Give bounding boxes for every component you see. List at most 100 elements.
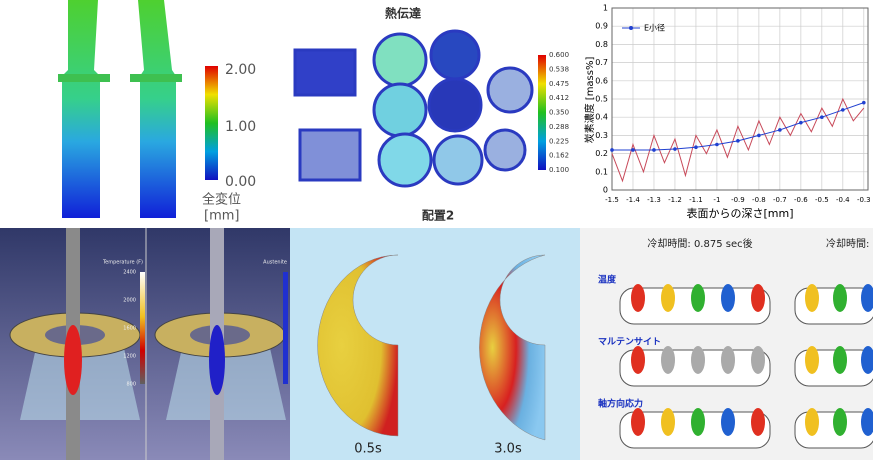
section xyxy=(833,284,847,312)
x-tick-label: -0.7 xyxy=(773,196,787,204)
scale-label: 0.100 xyxy=(549,166,569,174)
section xyxy=(631,408,645,436)
scale-label: 800 xyxy=(126,382,136,388)
shaft xyxy=(62,0,100,218)
section xyxy=(661,284,675,312)
y-tick-label: 1 xyxy=(603,4,608,13)
x-tick-label: -1 xyxy=(713,196,720,204)
scale-label: 0.412 xyxy=(549,94,569,102)
scale-label: 0.288 xyxy=(549,123,569,131)
x-axis-label: 表面からの深さ[mm] xyxy=(686,206,793,220)
flange xyxy=(58,74,110,82)
scale-label: 2.00 xyxy=(225,62,256,78)
scale-label: 0.225 xyxy=(549,137,569,145)
section xyxy=(631,284,645,312)
y-tick-label: 0.4 xyxy=(595,113,608,122)
section xyxy=(691,346,705,374)
section xyxy=(861,408,873,436)
section xyxy=(691,408,705,436)
section xyxy=(721,284,735,312)
scale-label: 0.538 xyxy=(549,65,569,73)
section xyxy=(661,346,675,374)
panel xyxy=(580,0,873,228)
section xyxy=(833,408,847,436)
y-tick-label: 0.8 xyxy=(595,40,608,49)
section xyxy=(833,346,847,374)
section xyxy=(631,346,645,374)
scale-labels: 0.600 0.538 0.475 0.412 0.350 0.288 0.225 0.162… xyxy=(549,51,569,174)
row-label: マルテンサイト xyxy=(598,337,661,348)
marker xyxy=(799,120,803,125)
x-tick-label: -0.4 xyxy=(836,196,850,204)
section xyxy=(721,408,735,436)
color-scale xyxy=(538,55,546,170)
marker xyxy=(820,115,824,119)
y-axis-label: 炭素濃度 [mass%] xyxy=(583,57,596,144)
marker xyxy=(778,128,782,132)
x-tick-label: -1.5 xyxy=(605,196,619,204)
section xyxy=(805,408,819,436)
legend-label: E小径 xyxy=(644,23,665,33)
scale-label: 1.00 xyxy=(225,119,256,135)
marker xyxy=(631,148,635,152)
y-tick-label: 0.6 xyxy=(595,76,608,85)
marker xyxy=(694,145,698,150)
y-tick-label: 0.3 xyxy=(595,131,608,140)
time-label: 0.5s xyxy=(354,442,382,457)
x-tick-label: -1.3 xyxy=(647,196,661,204)
x-tick-label: -0.9 xyxy=(731,196,745,204)
row-label: 軸方向応力 xyxy=(598,398,643,410)
x-tick-label: -0.8 xyxy=(752,196,766,204)
series-line xyxy=(611,97,865,183)
scale-label: 1200 xyxy=(123,354,136,360)
plot-frame xyxy=(611,7,869,191)
section xyxy=(721,346,735,374)
y-tick-label: 0.7 xyxy=(595,58,608,67)
scale-label: 2000 xyxy=(123,298,136,304)
chart: 0 0.1 0.2 0.3 0.4 0.5 0.6 0.7 0.8 0.9 1 -1.5 -1.4 -1.… xyxy=(583,4,871,221)
scale-label: 0.600 xyxy=(549,51,569,59)
scale-label: 0.162 xyxy=(549,152,569,160)
caption: 配置2 xyxy=(422,208,454,223)
marker xyxy=(610,148,614,152)
scale-label: 2400 xyxy=(123,270,136,276)
marker xyxy=(862,100,866,105)
quench-model xyxy=(9,228,286,460)
scale-label: 0.475 xyxy=(549,80,569,88)
y-tick-label: 0 xyxy=(603,186,608,195)
legend-marker xyxy=(629,26,633,30)
panel-title: 熱伝達 xyxy=(385,6,421,21)
section xyxy=(691,284,705,312)
y-tick-label: 0.9 xyxy=(595,22,608,31)
scale-title: Temperature (F) xyxy=(102,260,143,266)
marker xyxy=(715,142,719,147)
scale-labels: 2400 2000 1600 1200 800 xyxy=(123,270,136,388)
section xyxy=(861,284,873,312)
x-tick-label: -0.6 xyxy=(794,196,808,204)
panel-title: 冷却時間: 1 xyxy=(826,237,873,250)
color-scale xyxy=(283,272,288,384)
x-tick-label: -0.5 xyxy=(815,196,829,204)
section xyxy=(805,284,819,312)
marker xyxy=(673,147,677,151)
section xyxy=(751,284,765,312)
x-tick-label: -1.1 xyxy=(689,196,703,204)
gears xyxy=(293,29,534,188)
shaft xyxy=(138,0,176,218)
scale-title: Austenite xyxy=(263,260,287,266)
flange xyxy=(130,74,182,82)
scale-label: 0.00 xyxy=(225,174,256,190)
row-label: 温度 xyxy=(598,274,617,286)
marker xyxy=(652,148,656,152)
x-tick-label: -0.3 xyxy=(857,196,871,204)
y-tick-label: 0.5 xyxy=(595,95,608,104)
y-tick-label: 0.2 xyxy=(595,149,608,158)
workpiece xyxy=(479,254,546,441)
y-tick-label: 0.1 xyxy=(595,167,608,176)
section xyxy=(751,408,765,436)
workpiece xyxy=(317,254,399,437)
x-tick-label: -1.4 xyxy=(626,196,640,204)
marker xyxy=(757,133,761,138)
